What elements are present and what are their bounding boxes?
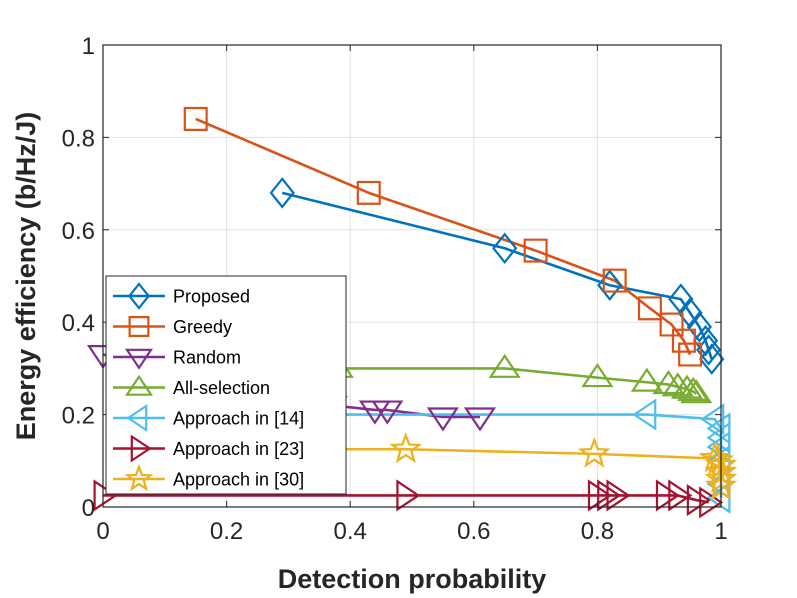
data-point — [597, 479, 622, 512]
y-tick-label: 1 — [82, 33, 95, 60]
tick-labels: 0 0.2 0.4 0.6 0.8 1 0 0.2 0.4 0.6 0.8 1 — [62, 33, 728, 545]
data-point — [677, 297, 703, 329]
data-point — [692, 324, 719, 357]
data-point — [523, 238, 548, 263]
data-point — [492, 232, 518, 265]
data-point — [686, 311, 712, 343]
axis-ticks — [102, 44, 722, 508]
legend-label: Approach in [23] — [173, 439, 304, 459]
legend: Proposed Greedy Random All-selection Approac… — [105, 275, 347, 495]
data-point — [606, 479, 631, 512]
legend-label: Proposed — [173, 287, 250, 307]
data-point — [269, 177, 295, 209]
legend-marker — [130, 434, 152, 463]
x-tick-label: 0 — [96, 518, 109, 545]
legend-label: Approach in [14] — [173, 409, 304, 429]
data-point — [463, 407, 497, 432]
data-point — [93, 479, 118, 512]
data-point — [668, 479, 693, 512]
data-point — [670, 374, 704, 399]
data-point — [578, 436, 611, 468]
legend-marker — [128, 316, 150, 337]
data-point — [659, 312, 684, 337]
series-line-1 — [195, 117, 692, 356]
x-axis-title: Detection probability — [278, 564, 547, 594]
data-point — [488, 353, 521, 378]
data-point — [581, 363, 614, 388]
legend-label: Approach in [30] — [173, 470, 304, 490]
legend-marker — [124, 463, 154, 492]
data-point — [632, 398, 657, 431]
data-point — [426, 407, 459, 432]
y-tick-label: 0 — [82, 495, 95, 522]
data-point — [680, 379, 713, 404]
y-tick-label: 0.2 — [62, 403, 95, 430]
data-point — [371, 400, 404, 425]
y-tick-label: 0.4 — [62, 310, 95, 337]
y-tick-label: 0.8 — [62, 125, 95, 152]
x-tick-label: 0.4 — [334, 518, 367, 545]
legend-marker — [127, 282, 151, 310]
data-point — [356, 180, 381, 205]
legend-label: Greedy — [173, 317, 232, 337]
data-point — [630, 367, 663, 392]
legend-marker — [126, 403, 148, 433]
y-tick-label: 0.6 — [62, 218, 95, 245]
data-point — [389, 432, 423, 464]
data-point — [698, 441, 732, 473]
x-tick-label: 0.8 — [581, 518, 614, 545]
legend-label: Random — [173, 348, 241, 368]
data-point — [655, 479, 680, 512]
data-point — [652, 369, 685, 395]
series-markers — [86, 106, 738, 519]
legend-box — [105, 275, 347, 495]
data-point — [671, 328, 696, 353]
x-tick-label: 1 — [714, 518, 727, 545]
legend-label: All-selection — [173, 378, 270, 398]
data-point — [587, 479, 612, 512]
data-point — [699, 343, 725, 375]
data-point — [396, 479, 421, 512]
data-point — [661, 372, 694, 397]
y-axis-title: Energy efficiency (b/Hz/J) — [11, 112, 41, 441]
data-point — [597, 269, 623, 302]
data-point — [677, 376, 710, 401]
data-point — [699, 486, 724, 519]
legend-marker — [124, 374, 154, 396]
x-tick-label: 0.2 — [210, 518, 243, 545]
data-point — [602, 268, 627, 293]
x-tick-label: 0.6 — [457, 518, 490, 545]
legend-marker — [124, 348, 154, 370]
data-point — [183, 106, 208, 131]
plot-frame — [102, 44, 722, 508]
data-point — [678, 342, 703, 367]
series-line-5 — [103, 494, 709, 504]
